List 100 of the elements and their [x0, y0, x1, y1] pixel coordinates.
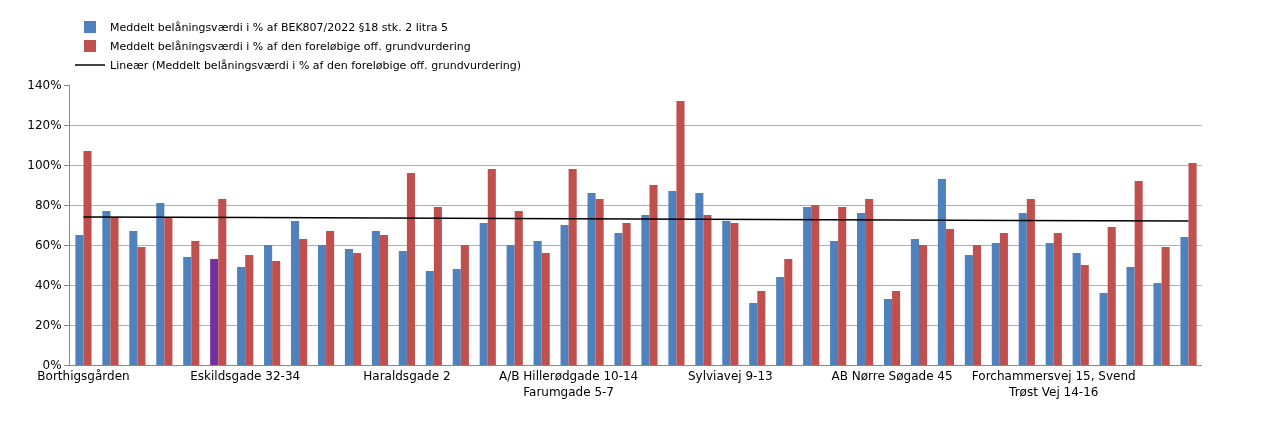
bar: [533, 241, 542, 365]
x-tick-label: Sylviavej 9-13: [687, 369, 773, 384]
bar: [156, 203, 165, 365]
bar: [972, 245, 981, 365]
bar: [291, 221, 300, 365]
bar: [183, 257, 192, 365]
bar: [425, 271, 434, 365]
bar: [622, 223, 631, 365]
bar: [803, 207, 812, 365]
bar: [991, 243, 1000, 365]
x-tick-label: AB Nørre Søgade 45: [831, 369, 953, 384]
y-tick-label: 140%: [27, 78, 62, 93]
bar: [1053, 233, 1062, 365]
bar: [595, 199, 604, 365]
y-tick-label: 80%: [34, 198, 62, 213]
legend-label: Meddelt belåningsværdi i % af den foreløbige off. grundvurdering: [110, 40, 471, 54]
bar: [910, 239, 919, 365]
bar: [264, 245, 273, 365]
bar: [129, 231, 138, 365]
bar: [811, 205, 820, 365]
bar: [614, 233, 623, 365]
bar: [730, 223, 739, 365]
bar: [326, 231, 335, 365]
y-tick-label: 100%: [27, 158, 62, 173]
bar: [945, 229, 955, 365]
y-tick-label: 60%: [34, 238, 62, 253]
bar: [1099, 293, 1108, 365]
bar: [892, 291, 901, 365]
bar: [668, 191, 677, 365]
y-tick-label: 120%: [27, 118, 62, 133]
bar: [999, 233, 1008, 365]
bar: [75, 235, 84, 365]
bar: [452, 269, 461, 365]
bar: [1153, 283, 1162, 365]
bar: [587, 193, 596, 365]
bar: [398, 251, 407, 365]
bar: [560, 225, 569, 365]
bar: [857, 213, 866, 365]
bar: [865, 199, 874, 365]
bar: [1107, 227, 1116, 365]
legend-label: Lineær (Meddelt belåningsværdi i % af den foreløbige off. grundvurdering): [110, 59, 521, 73]
bar: [1126, 267, 1135, 365]
bar: [514, 211, 523, 365]
x-tick-label: Haraldsgade 2: [363, 369, 451, 384]
x-tick-label: A/B Hillerødgade 10-14 Farumgade 5-7: [498, 369, 639, 399]
bar: [919, 245, 928, 365]
x-tick-label: Borthigsgården: [37, 369, 130, 384]
bar: [703, 215, 712, 365]
bar: [245, 255, 254, 365]
bar: [460, 245, 469, 365]
bar: [749, 303, 758, 365]
bar: [272, 261, 281, 365]
bar: [379, 235, 389, 365]
bar: [641, 215, 650, 365]
bar: [353, 253, 362, 365]
bar: [210, 259, 219, 365]
bar: [676, 101, 685, 365]
bar: [406, 173, 415, 365]
bar: [102, 211, 111, 365]
bar: [479, 223, 488, 365]
bar: [487, 169, 496, 365]
bar: [317, 245, 327, 365]
bar: [1180, 237, 1189, 365]
bar: [830, 241, 839, 365]
bar: [776, 277, 785, 365]
bar: [1161, 247, 1170, 365]
bar: [506, 245, 515, 365]
bar: [1026, 199, 1035, 365]
bar: [218, 199, 227, 365]
y-tick-label: 40%: [34, 278, 62, 293]
bar: [722, 221, 731, 365]
bar: [371, 231, 380, 365]
bar: [164, 217, 173, 365]
bar: [883, 299, 893, 365]
x-tick-label: Forchammersvej 15, Svend Trøst Vej 14-16: [971, 369, 1136, 399]
bar: [433, 207, 442, 365]
bar: [1134, 181, 1143, 365]
bar: [1018, 213, 1027, 365]
bar: [695, 193, 704, 365]
bar: [838, 207, 847, 365]
bar: [1188, 163, 1197, 365]
bar: [237, 267, 246, 365]
bar: [137, 247, 146, 365]
bar: [541, 253, 550, 365]
bar: [191, 241, 200, 365]
bar: [299, 239, 308, 365]
y-tick-label: 20%: [34, 318, 62, 333]
bar: [568, 169, 577, 365]
bar: [83, 151, 92, 365]
bar: [110, 217, 119, 365]
x-tick-label: Eskildsgade 32-34: [190, 369, 301, 384]
bar: [964, 255, 973, 365]
bar: [1080, 265, 1089, 365]
bar: [344, 249, 353, 365]
bar: [784, 259, 793, 365]
bar: [1072, 253, 1081, 365]
bar: [937, 179, 946, 365]
bar: [757, 291, 766, 365]
legend-label: Meddelt belåningsværdi i % af BEK807/2022 §18 stk. 2 litra 5: [110, 21, 448, 35]
bar: [649, 185, 658, 365]
